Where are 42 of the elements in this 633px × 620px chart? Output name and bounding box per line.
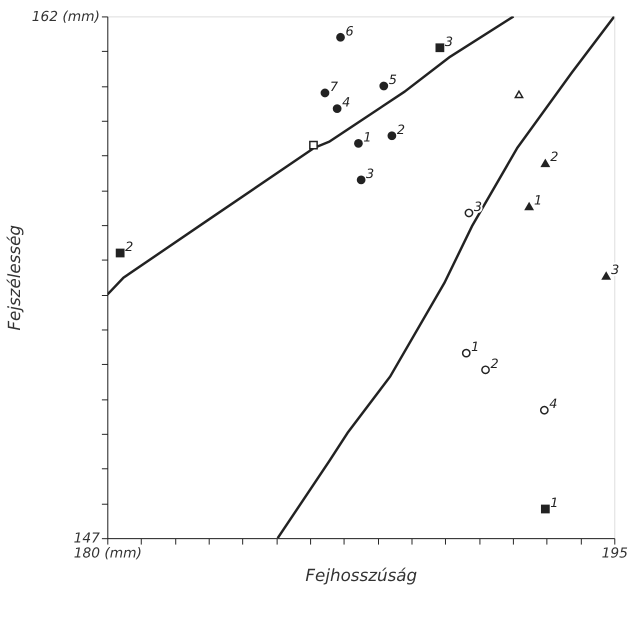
annotation: 3: [366, 166, 374, 182]
annotation: 1: [471, 340, 480, 356]
annotation: 2: [125, 240, 134, 255]
point: [354, 139, 363, 148]
point: [309, 140, 318, 150]
point: [602, 272, 611, 280]
y-tick-label: 162 (mm): [32, 8, 100, 25]
annotation: 3: [444, 34, 453, 50]
point: [514, 90, 524, 98]
point: [320, 88, 330, 98]
point: [336, 32, 345, 42]
annotation: 4: [549, 397, 558, 412]
y-axis-title: Fejszélesség: [4, 225, 24, 331]
annotation: 2: [396, 122, 405, 138]
point: [356, 176, 366, 184]
point: [540, 159, 550, 168]
point: [436, 43, 444, 52]
annotation: 1: [363, 130, 372, 146]
point: [379, 82, 388, 90]
annotation: 2: [550, 150, 558, 166]
x-axis-title: Fejhosszúság: [305, 565, 418, 586]
point: [462, 348, 471, 358]
annotation: 3: [474, 200, 482, 215]
y-tick-label: 147: [74, 530, 100, 547]
point: [332, 104, 342, 113]
annotation: 2: [490, 356, 499, 372]
annotation: 4: [342, 96, 350, 111]
point: [524, 202, 534, 210]
annotation: 1: [550, 496, 558, 511]
annotation: 3: [611, 262, 620, 278]
point: [540, 504, 550, 514]
point: [388, 131, 396, 140]
annotation: 5: [388, 73, 397, 88]
x-tick-label: 195: [602, 545, 628, 562]
point: [464, 208, 474, 218]
point: [481, 365, 490, 374]
annotation: 1: [534, 193, 542, 208]
point: [540, 406, 549, 415]
annotation: 6: [345, 24, 354, 40]
x-tick-label: 180 (mm): [74, 545, 142, 562]
annotation: 7: [330, 80, 339, 95]
point: [116, 248, 125, 258]
